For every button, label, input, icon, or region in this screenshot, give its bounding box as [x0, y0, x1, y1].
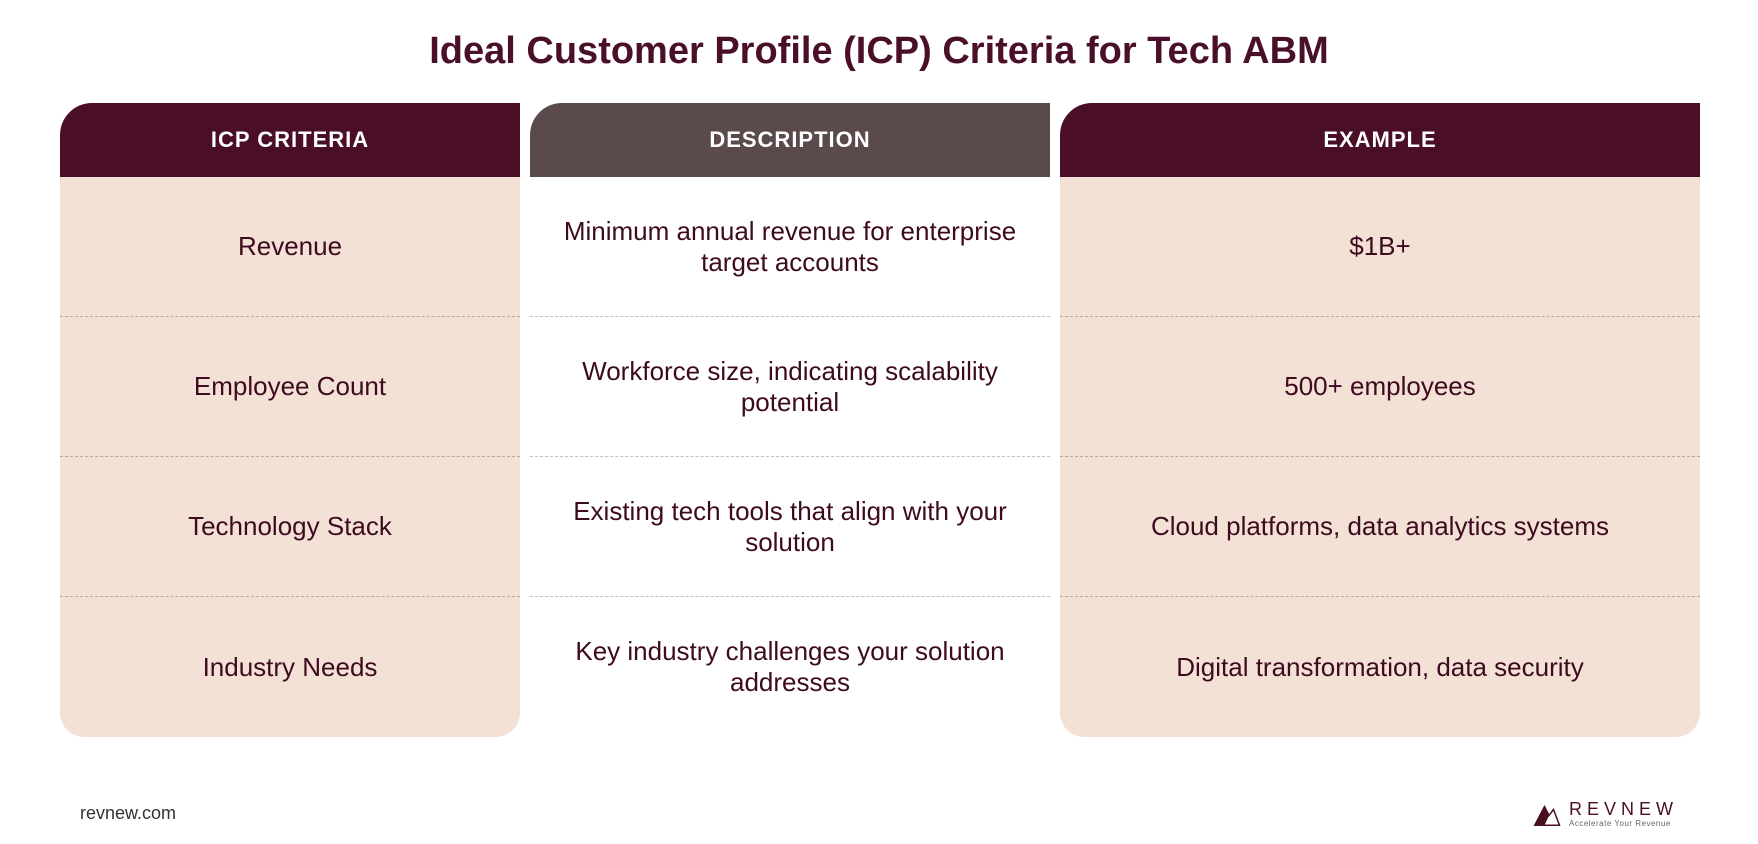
table-cell: 500+ employees [1060, 317, 1700, 457]
column-header-description: DESCRIPTION [530, 103, 1050, 177]
column-header-criteria: ICP CRITERIA [60, 103, 520, 177]
logo-text: REVNEW Accelerate Your Revenue [1569, 800, 1678, 828]
table-cell: Technology Stack [60, 457, 520, 597]
mountain-icon [1531, 799, 1561, 829]
table-cell: Minimum annual revenue for enterprise ta… [530, 177, 1050, 317]
icp-table: ICP CRITERIA DESCRIPTION EXAMPLE Revenue… [60, 103, 1700, 737]
table-cell: Cloud platforms, data analytics systems [1060, 457, 1700, 597]
table-column-description: Minimum annual revenue for enterprise ta… [530, 177, 1050, 737]
brand-logo: REVNEW Accelerate Your Revenue [1531, 799, 1678, 829]
column-header-example: EXAMPLE [1060, 103, 1700, 177]
footer-source: revnew.com [80, 803, 176, 824]
table-cell: Revenue [60, 177, 520, 317]
logo-name: REVNEW [1569, 800, 1678, 818]
table-cell: Existing tech tools that align with your… [530, 457, 1050, 597]
table-column-example: $1B+ 500+ employees Cloud platforms, dat… [1060, 177, 1700, 737]
table-column-criteria: Revenue Employee Count Technology Stack … [60, 177, 520, 737]
table-cell: Industry Needs [60, 597, 520, 737]
table-cell: Key industry challenges your solution ad… [530, 597, 1050, 737]
logo-tagline: Accelerate Your Revenue [1569, 820, 1678, 828]
table-cell: Digital transformation, data security [1060, 597, 1700, 737]
table-cell: Workforce size, indicating scalability p… [530, 317, 1050, 457]
page-title: Ideal Customer Profile (ICP) Criteria fo… [60, 30, 1698, 73]
infographic-container: Ideal Customer Profile (ICP) Criteria fo… [0, 0, 1758, 737]
table-cell: Employee Count [60, 317, 520, 457]
table-cell: $1B+ [1060, 177, 1700, 317]
